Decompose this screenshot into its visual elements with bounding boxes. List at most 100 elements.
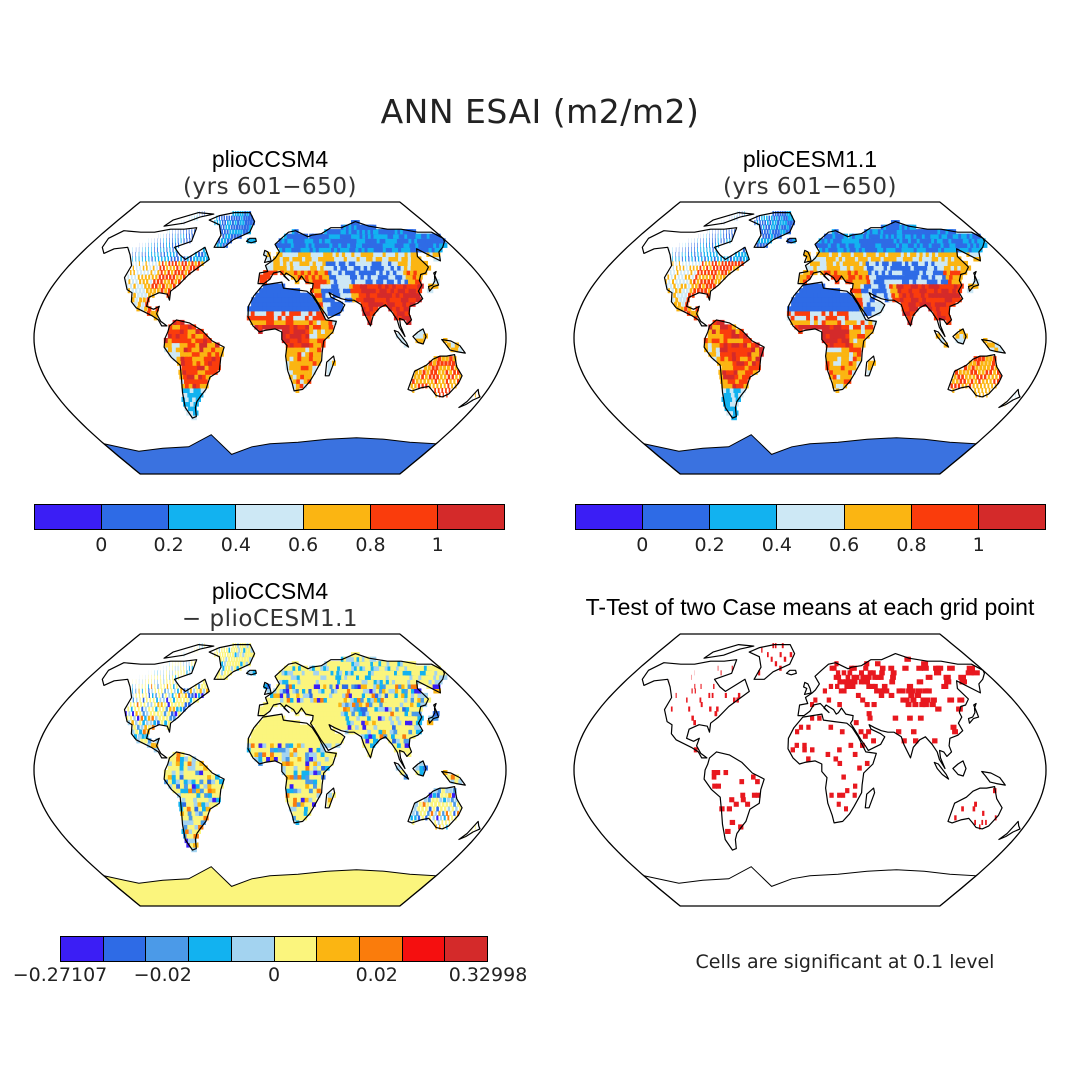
grid-cell	[389, 729, 396, 735]
grid-cell	[955, 333, 960, 339]
grid-cell	[917, 283, 924, 289]
grid-cell	[202, 806, 208, 812]
grid-cell	[298, 683, 303, 689]
grid-cell	[716, 319, 721, 325]
grid-cell	[432, 279, 440, 285]
grid-cell	[840, 374, 845, 380]
grid-cell	[827, 238, 832, 244]
grid-cell	[410, 724, 417, 730]
grid-cell	[148, 679, 149, 685]
grid-cell	[154, 242, 155, 248]
grid-cell	[844, 374, 848, 380]
grid-cell	[288, 297, 294, 303]
grid-cell	[872, 260, 878, 266]
grid-cell	[340, 679, 346, 685]
grid-cell	[821, 306, 826, 312]
grid-cell	[711, 342, 717, 348]
grid-cell	[284, 238, 289, 244]
grid-cell	[795, 292, 800, 298]
grid-cell	[959, 333, 964, 339]
grid-cell	[167, 288, 171, 294]
grid-cell	[321, 333, 326, 339]
grid-cell	[165, 715, 169, 721]
grid-cell	[135, 297, 139, 303]
grid-cell	[183, 328, 189, 334]
grid-cell	[844, 310, 850, 316]
grid-cell	[161, 688, 163, 694]
grid-cell	[144, 292, 148, 298]
grid-cell	[712, 242, 714, 248]
grid-cell	[323, 233, 329, 239]
grid-cell	[146, 697, 148, 703]
grid-cell	[726, 233, 727, 239]
grid-cell	[289, 738, 294, 744]
grid-cell	[724, 360, 730, 366]
grid-cell	[208, 365, 214, 371]
grid-cell	[191, 756, 197, 762]
grid-cell	[363, 251, 370, 257]
grid-cell	[326, 711, 332, 717]
grid-cell	[806, 319, 811, 325]
grid-cell	[126, 283, 129, 289]
grid-cell	[285, 747, 291, 753]
grid-cell	[708, 324, 713, 330]
grid-cell	[179, 779, 185, 785]
grid-cell	[813, 310, 819, 316]
grid-cell	[145, 260, 147, 266]
grid-cell	[849, 338, 854, 344]
grid-cell	[932, 283, 939, 289]
grid-cell	[813, 301, 819, 307]
grid-cell	[981, 356, 985, 362]
grid-cell	[896, 283, 902, 289]
grid-cell	[820, 288, 826, 294]
grid-cell	[178, 260, 181, 266]
grid-cell	[273, 324, 279, 330]
grid-cell	[434, 387, 436, 393]
grid-cell	[143, 270, 146, 276]
grid-cell	[285, 351, 290, 357]
grid-cell	[423, 365, 428, 371]
grid-cell	[319, 238, 324, 244]
grid-cell	[384, 292, 391, 298]
grid-cell	[769, 238, 772, 244]
grid-cell	[405, 288, 412, 294]
grid-cell	[293, 324, 299, 330]
grid-cell	[852, 279, 858, 285]
grid-cell	[313, 328, 318, 334]
grid-cell	[936, 270, 943, 276]
grid-cell	[895, 260, 901, 266]
grid-cell	[201, 251, 204, 257]
grid-cell	[443, 374, 447, 380]
grid-cell	[852, 369, 856, 375]
grid-cell	[240, 229, 243, 235]
grid-cell	[399, 306, 406, 312]
grid-cell	[445, 387, 447, 393]
grid-cell	[853, 324, 858, 330]
grid-cell	[728, 360, 734, 366]
grid-cell	[450, 774, 455, 780]
grid-cell	[319, 301, 324, 307]
grid-cell	[399, 770, 405, 776]
grid-cell	[262, 729, 267, 735]
grid-cell	[309, 783, 314, 789]
grid-cell	[899, 256, 906, 262]
grid-cell	[721, 365, 727, 371]
grid-cell	[773, 215, 776, 221]
grid-cell	[139, 711, 142, 717]
grid-cell	[341, 702, 348, 708]
grid-cell	[862, 301, 868, 307]
grid-cell	[153, 270, 156, 276]
grid-cell	[419, 378, 423, 384]
grid-cell	[710, 279, 714, 285]
grid-cell	[293, 774, 299, 780]
grid-cell	[135, 288, 138, 294]
grid-cell	[289, 356, 294, 362]
grid-cell	[285, 783, 290, 789]
grid-cell	[897, 251, 904, 257]
grid-cell	[262, 747, 267, 753]
grid-cell	[474, 824, 476, 830]
grid-cell	[446, 797, 450, 803]
grid-cell	[369, 306, 375, 312]
grid-cell	[284, 665, 288, 671]
grid-cell	[706, 265, 709, 271]
